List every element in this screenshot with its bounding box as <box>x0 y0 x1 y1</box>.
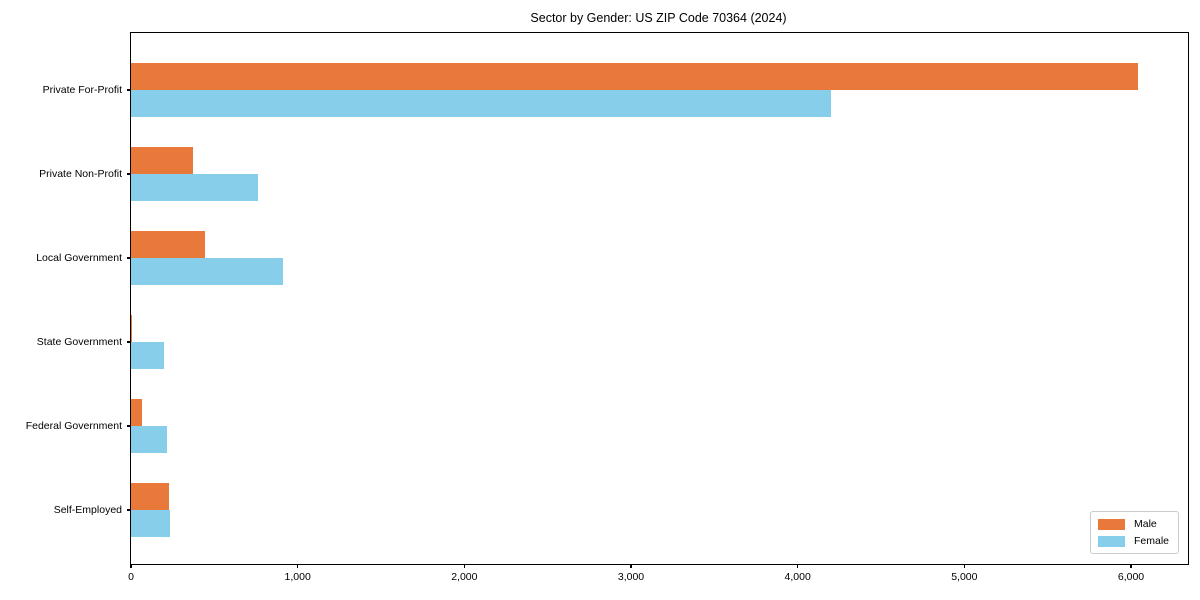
y-tick <box>127 341 131 343</box>
plot-area: Male Female Private For-Profit Private No… <box>26 32 1189 583</box>
x-tick <box>463 564 465 568</box>
legend: Male Female <box>1089 511 1179 554</box>
category-label-private-non-profit: Private Non-Profit <box>39 168 122 180</box>
legend-label-male: Male <box>1133 518 1157 530</box>
bar-male-state-government <box>131 315 132 342</box>
category-label-state-government: State Government <box>36 336 122 348</box>
male-swatch-icon <box>1097 518 1125 530</box>
x-tick <box>130 564 132 568</box>
x-tick <box>297 564 299 568</box>
bar-male-private-non-profit <box>131 147 193 174</box>
bar-female-private-for-profit <box>131 90 831 117</box>
bar-female-state-government <box>131 342 165 369</box>
x-tick <box>963 564 965 568</box>
y-tick <box>127 509 131 511</box>
y-tick <box>127 425 131 427</box>
bar-male-federal-government <box>131 399 142 426</box>
category-label-federal-government: Federal Government <box>25 420 122 432</box>
bar-male-local-government <box>131 231 206 258</box>
x-tick-label: 5,000 <box>951 571 978 583</box>
x-tick <box>797 564 799 568</box>
bar-female-self-employed <box>131 510 170 537</box>
legend-entry-female: Female <box>1097 535 1169 547</box>
category-label-local-government: Local Government <box>36 252 122 264</box>
bar-male-private-for-profit <box>131 63 1138 90</box>
bar-female-private-non-profit <box>131 174 258 201</box>
bar-female-local-government <box>131 258 283 285</box>
legend-label-female: Female <box>1133 535 1169 547</box>
chart-title: Sector by Gender: US ZIP Code 70364 (202… <box>530 11 787 25</box>
x-tick-label: 3,000 <box>617 571 645 583</box>
y-tick <box>127 89 131 91</box>
y-tick <box>127 173 131 175</box>
y-tick <box>127 257 131 259</box>
bar-female-federal-government <box>131 426 167 453</box>
bar-male-self-employed <box>131 483 170 510</box>
x-tick-label: 1,000 <box>284 571 311 583</box>
category-label-private-for-profit: Private For-Profit <box>42 84 122 96</box>
legend-entry-male: Male <box>1097 518 1169 530</box>
x-tick <box>1130 564 1132 568</box>
x-tick-label: 6,000 <box>1117 571 1145 583</box>
x-tick <box>630 564 632 568</box>
x-tick-label: 4,000 <box>784 571 811 583</box>
x-tick-label: 0 <box>128 571 134 583</box>
female-swatch-icon <box>1097 535 1125 547</box>
category-label-self-employed: Self-Employed <box>53 504 122 516</box>
x-tick-label: 2,000 <box>451 571 478 583</box>
